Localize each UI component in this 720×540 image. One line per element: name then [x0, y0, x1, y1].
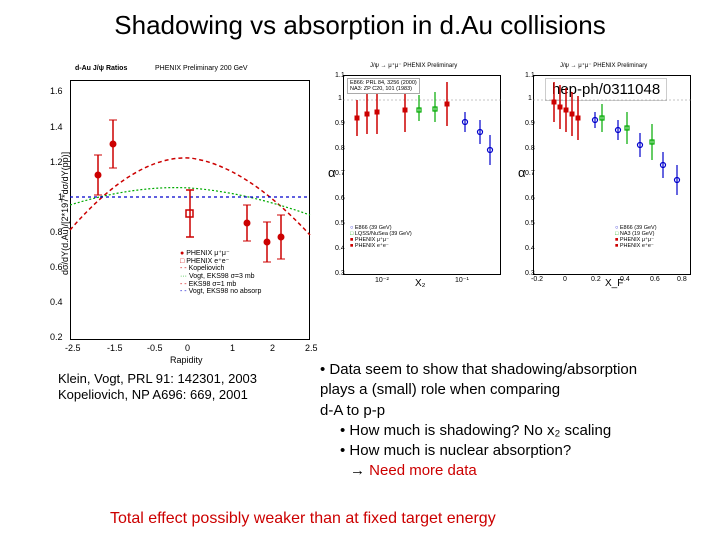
left-chart: d-Au J/ψ Ratios PHENIX Preliminary 200 G…	[45, 60, 315, 360]
right-legend: ○ E866 (39 GeV) □ NA3 (19 GeV) ■ PHENIX …	[615, 225, 657, 249]
middle-chart: J/ψ → μ⁺μ⁻ PHENIX Preliminary α X₂ 0.3 0…	[325, 60, 505, 300]
legend: ● PHENIX μ⁺μ⁻ □ PHENIX e⁺e⁻ - - Kopeliov…	[180, 250, 261, 296]
mid-refs: E866: PRL 84, 3256 (2000) NA3: ZP C20, 1…	[347, 78, 420, 94]
right-chart-svg	[515, 60, 695, 300]
citation2: Kopeliovich, NP A696: 669, 2001	[58, 386, 248, 404]
citation1: Klein, Vogt, PRL 91: 142301, 2003	[58, 370, 257, 388]
mid-legend: ○ E866 (39 GeV) □ LQSS/NuSea (39 GeV) ■ …	[350, 225, 412, 249]
body-text: • Data seem to show that shadowing/absor…	[320, 360, 637, 482]
slide-title: Shadowing vs absorption in d.Au collisio…	[0, 10, 720, 41]
right-chart: J/ψ → μ⁺μ⁻ PHENIX Preliminary α X_F 0.3 …	[515, 60, 695, 300]
left-chart-svg	[45, 60, 315, 360]
mid-chart-svg	[325, 60, 505, 300]
conclusion: Total effect possibly weaker than at fix…	[110, 510, 496, 528]
